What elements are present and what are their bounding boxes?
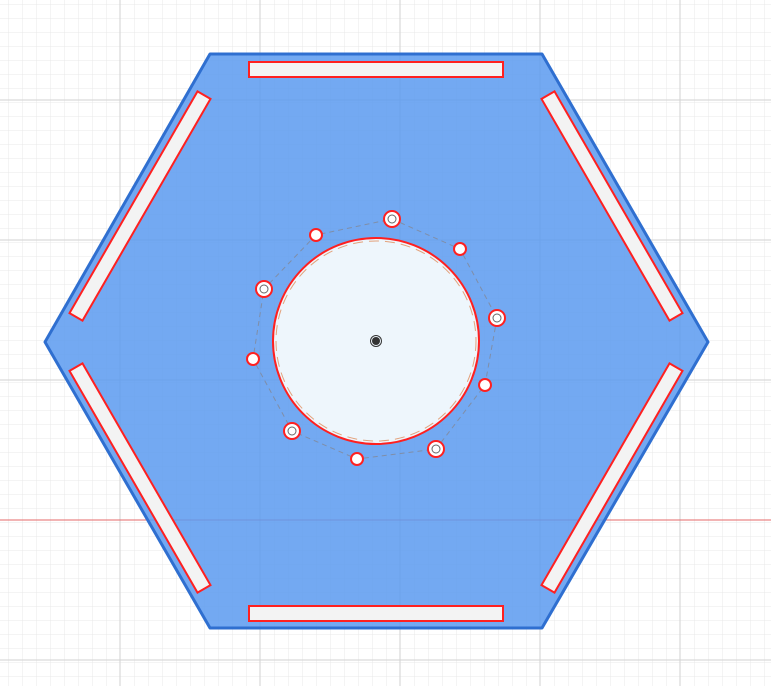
small-hole[interactable] [350,452,364,466]
origin-point-icon[interactable] [370,335,382,347]
small-hole-group [246,210,506,466]
slot-lower-left[interactable] [68,362,212,594]
slot-lower-right[interactable] [540,362,684,594]
small-hole[interactable] [283,422,301,440]
center-hole-inner-edge [275,240,477,442]
slot-upper-left[interactable] [68,90,212,322]
slot-group [68,61,684,622]
small-hole[interactable] [309,228,323,242]
small-hole[interactable] [383,210,401,228]
slot-bottom[interactable] [248,605,504,622]
small-hole[interactable] [246,352,260,366]
small-hole[interactable] [478,378,492,392]
small-hole[interactable] [453,242,467,256]
small-hole[interactable] [488,309,506,327]
small-hole[interactable] [427,440,445,458]
small-hole[interactable] [255,280,273,298]
slot-upper-right[interactable] [540,90,684,322]
slot-top[interactable] [248,61,504,78]
